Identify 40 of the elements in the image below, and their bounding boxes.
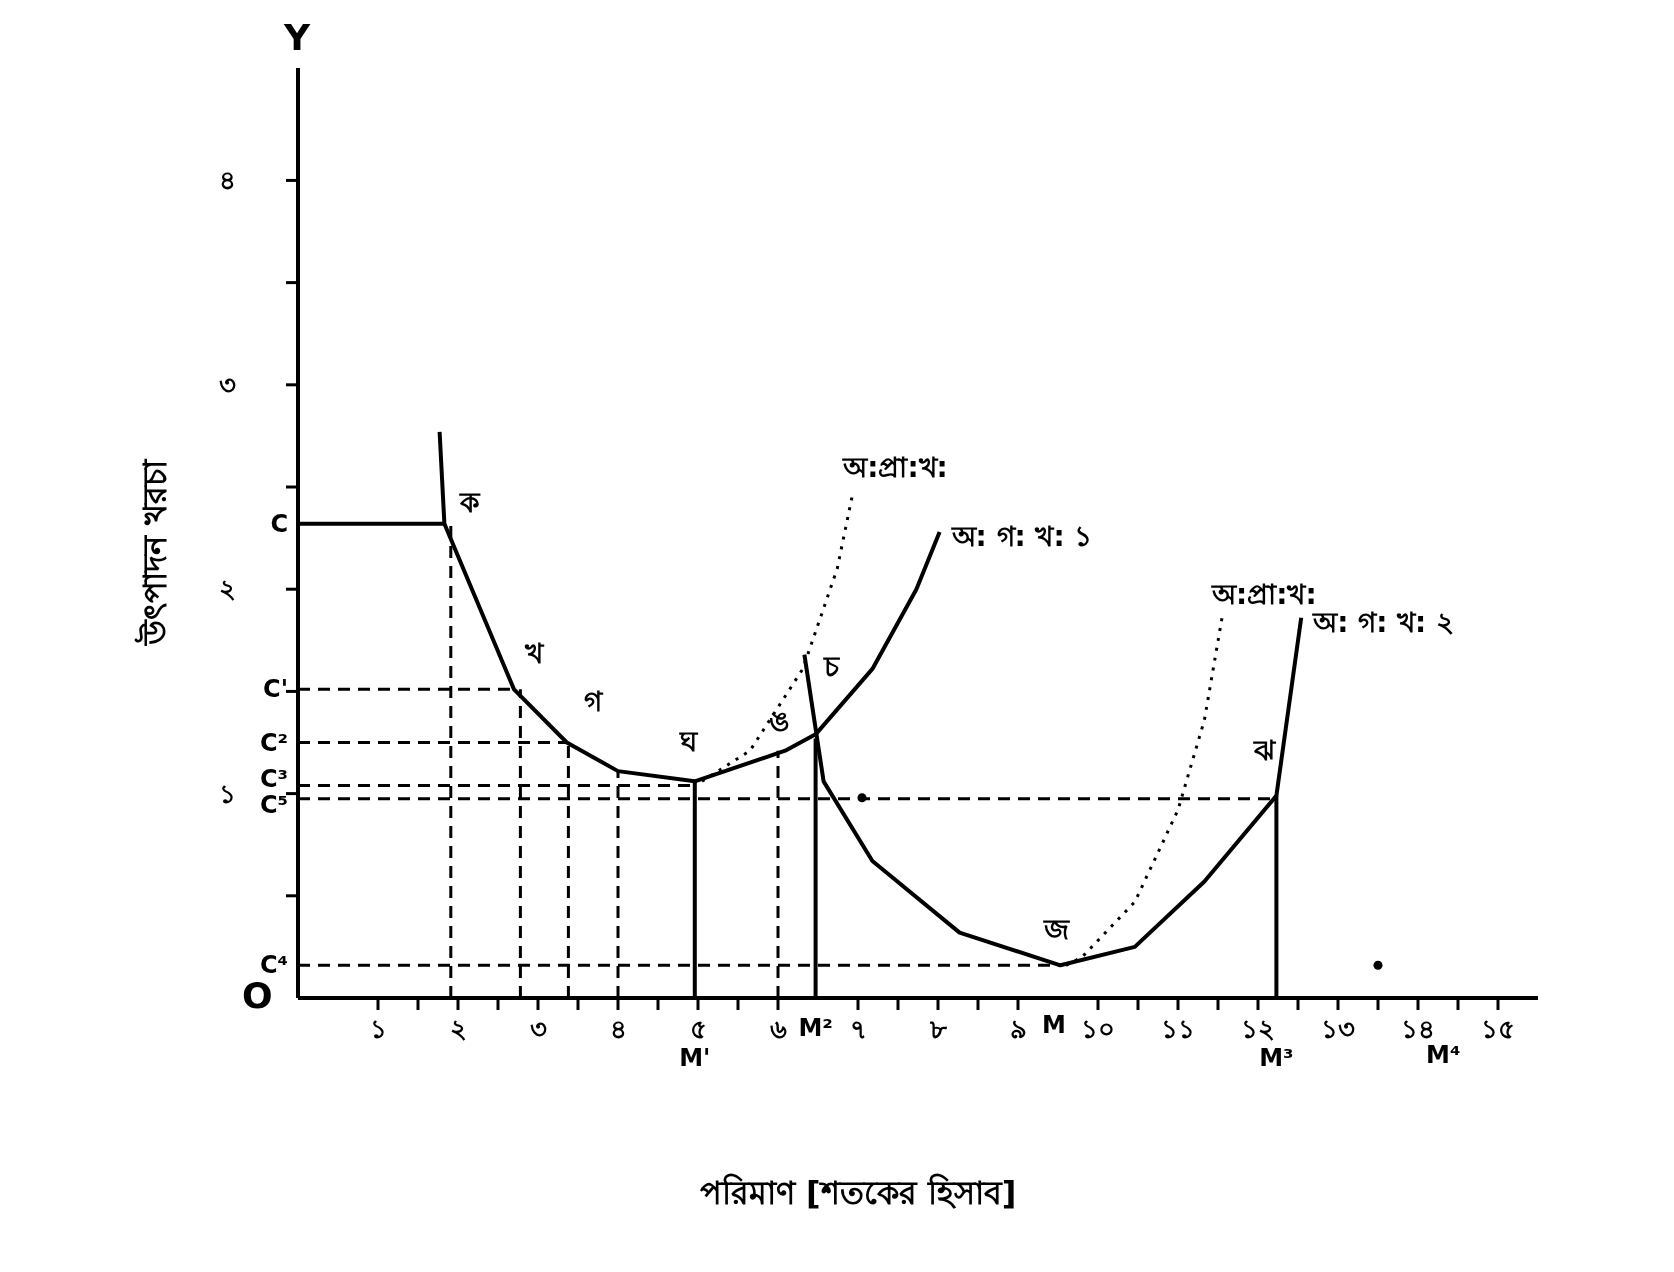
x-tick-label: ১ [369,1014,387,1044]
y-tick-label: ১ [219,778,236,809]
x-tick-label: ২ [449,1014,467,1044]
annotation: ঝ [1252,733,1277,767]
x-tick-label: ৩ [529,1014,547,1044]
annotation: গ [583,684,604,718]
annotation: জ [1042,913,1070,947]
x-tick-label: ৮ [928,1014,948,1044]
x-tick-label: ১৪ [1401,1014,1435,1044]
y-tick-label: ২ [219,574,236,605]
annotation: M³ [1259,1044,1294,1072]
annotation: M² [798,1014,833,1042]
y-axis-title: উৎপাদন খরচা [134,460,175,646]
annotation: C [270,509,288,538]
x-tick-label: ১৩ [1321,1014,1355,1044]
annotation: C² [259,728,288,757]
annotation: চ [823,650,841,684]
x-tick-label: ১০ [1081,1014,1115,1044]
annotation: খ [524,637,545,671]
x-tick-label: ৪ [609,1014,627,1044]
annotation: C' [263,675,288,704]
text: M [1042,1011,1066,1039]
x-tick-label: ১১ [1161,1014,1195,1044]
series-label: অ: গ: খ: ১ [950,519,1093,553]
x-tick-label: ৬ [769,1014,787,1044]
series-label: অ:প্রা:খ: [842,451,948,485]
annotation: ঙ [768,704,790,738]
annotation: ঘ [679,725,700,759]
annotation: M' [679,1044,711,1072]
annotation: ক [459,485,482,519]
x-tick-label: ৭ [849,1014,867,1044]
x-tick-label: ৫ [689,1014,707,1044]
text: M⁴ [1426,1041,1461,1069]
x-tick-label: ১৫ [1481,1014,1515,1044]
x-tick-label: ৯ [1009,1014,1027,1044]
y-tick-label: ৩ [219,369,236,400]
x-tick-label: ১২ [1241,1014,1275,1044]
y-tick-label: ৪ [219,165,236,196]
text: Y [284,17,311,58]
x-axis-title: পরিমাণ [শতকের হিসাব] [698,1172,1018,1214]
